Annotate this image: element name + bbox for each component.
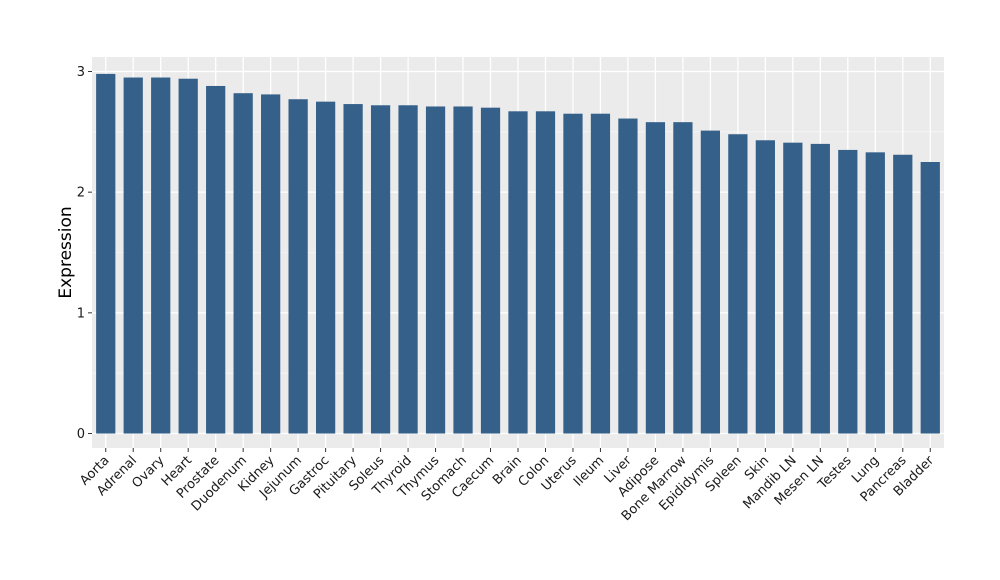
bar — [96, 73, 116, 434]
bar — [508, 111, 528, 434]
bar — [673, 122, 693, 434]
x-axis: AortaAdrenalOvaryHeartProstateDuodenumKi… — [77, 448, 938, 524]
bar — [206, 85, 226, 434]
y-tick-label: 3 — [77, 65, 85, 80]
bar — [755, 140, 775, 434]
y-axis-title: Expression — [56, 206, 76, 298]
bar — [590, 113, 611, 434]
y-axis: 0 1 2 3 — [77, 65, 92, 442]
bar — [618, 118, 638, 434]
y-tick-label: 2 — [77, 186, 85, 201]
bar — [343, 104, 363, 434]
bar — [535, 111, 556, 434]
bar — [315, 101, 336, 434]
bar — [178, 78, 198, 434]
bar — [261, 94, 281, 434]
bar — [893, 154, 913, 434]
bar — [700, 130, 721, 434]
bar — [480, 107, 501, 434]
bar — [728, 134, 748, 434]
bar — [233, 93, 253, 434]
bar — [563, 113, 583, 434]
bar — [425, 106, 446, 434]
bar — [370, 105, 391, 434]
bar — [810, 143, 830, 434]
bars — [96, 73, 940, 434]
x-tick-label: Ileum — [571, 453, 607, 489]
bar — [453, 106, 473, 434]
bar — [288, 99, 308, 434]
x-tick-label: Ovary — [129, 453, 167, 491]
bar — [123, 77, 143, 434]
bar — [398, 105, 418, 434]
y-tick-label: 0 — [77, 427, 85, 442]
bar — [151, 77, 171, 434]
y-tick-label: 1 — [77, 306, 85, 321]
bar — [865, 152, 885, 434]
bar — [645, 122, 666, 434]
bar — [920, 161, 940, 434]
bar — [838, 149, 858, 434]
bar — [783, 142, 803, 434]
